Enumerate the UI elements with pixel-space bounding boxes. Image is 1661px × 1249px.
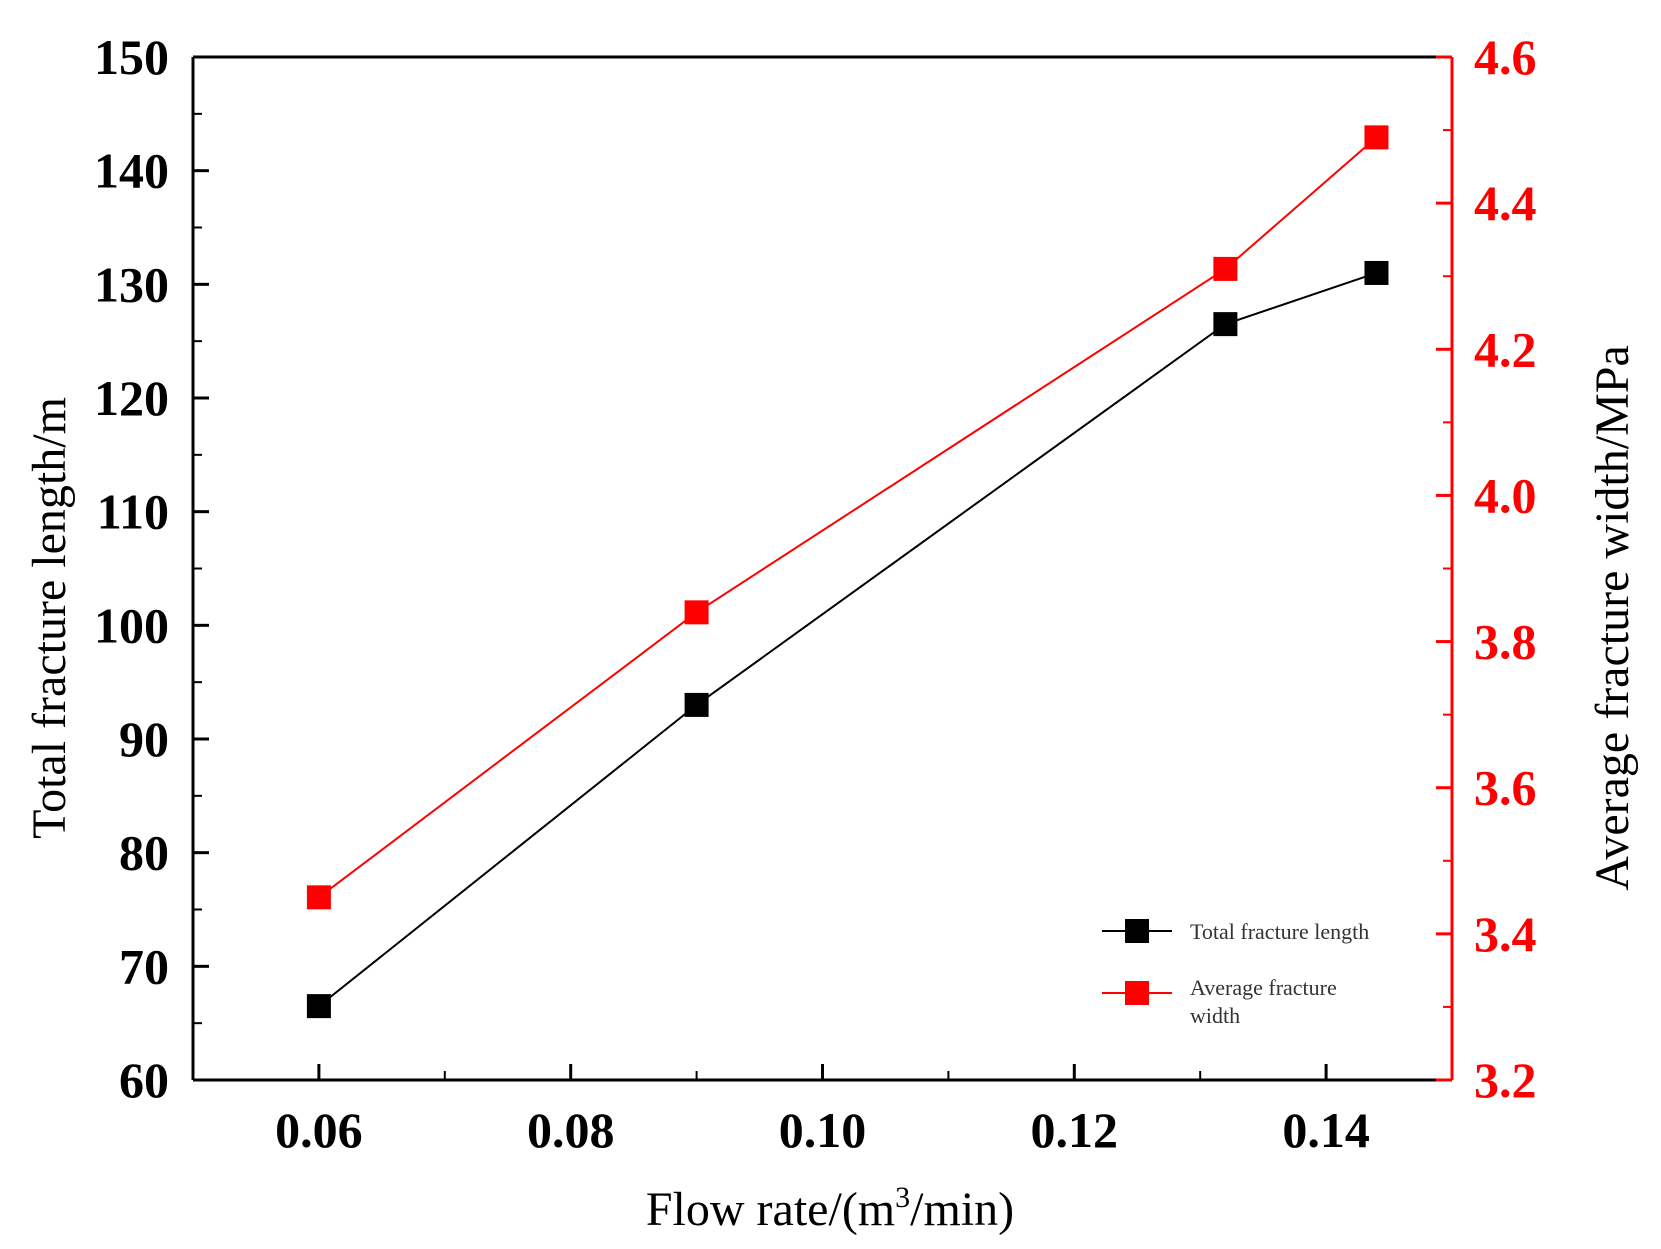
- x-tick-label: 0.06: [275, 1102, 363, 1158]
- y-left-tick-label: 110: [97, 484, 169, 540]
- y-left-tick-label: 90: [119, 711, 169, 767]
- ticks-group: 0.06 0.08 0.10 0.12 0.14 60 70 80 90 100 110 120 130…: [94, 29, 1537, 1158]
- x-axis-title-prefix: Flow rate/(m: [646, 1183, 895, 1236]
- legend-total-fracture-length-marker: [1125, 919, 1149, 943]
- y-axis-left-title: Total fracture length/m: [23, 397, 76, 839]
- average-fracture-width-marker: [1213, 256, 1238, 281]
- legend-average-fracture-width-marker: [1125, 981, 1149, 1005]
- legend-average-fracture-width-label: Average fracture width: [1190, 975, 1337, 1028]
- total-fracture-length-line: [318, 272, 1377, 1007]
- y-left-tick-label: 70: [119, 938, 169, 994]
- y-right-tick-label: 4.0: [1474, 467, 1537, 523]
- y-right-tick-label: 3.4: [1474, 906, 1537, 962]
- x-axis-title-suffix: /min): [910, 1183, 1014, 1236]
- x-tick-label: 0.10: [779, 1102, 867, 1158]
- legend: Total fracture length Average fracture wid…: [1102, 919, 1369, 1028]
- y-right-tick-label: 4.4: [1474, 175, 1537, 231]
- y-right-tick-label: 3.2: [1474, 1052, 1537, 1108]
- x-axis-title: Flow rate/(m3/min): [646, 1181, 1014, 1236]
- y-right-tick-label: 3.6: [1474, 760, 1537, 816]
- total-fracture-length-marker: [1213, 312, 1238, 337]
- y-left-tick-label: 60: [119, 1052, 169, 1108]
- legend-label-line: Average fracture: [1190, 975, 1337, 1000]
- legend-label-line: width: [1190, 1003, 1240, 1028]
- x-axis-title-superscript: 3: [895, 1181, 910, 1214]
- total-fracture-length-marker: [684, 692, 709, 717]
- average-fracture-width-marker: [306, 885, 331, 910]
- series-group: [306, 125, 1389, 1019]
- average-fracture-width-line: [318, 136, 1378, 899]
- y-left-tick-label: 150: [94, 29, 169, 85]
- y-left-tick-label: 140: [94, 143, 169, 199]
- y-left-tick-label: 130: [94, 256, 169, 312]
- average-fracture-width-marker: [1364, 125, 1389, 150]
- legend-total-fracture-length-label: Total fracture length: [1190, 919, 1369, 944]
- y-left-tick-label: 120: [94, 370, 169, 426]
- y-axis-right-title: Average fracture width/MPa: [1586, 345, 1639, 891]
- x-tick-label: 0.14: [1282, 1102, 1370, 1158]
- y-left-tick-label: 100: [94, 597, 169, 653]
- y-right-tick-label: 4.2: [1474, 321, 1537, 377]
- legend-label-line: Total fracture length: [1190, 919, 1369, 944]
- y-right-tick-label: 4.6: [1474, 29, 1537, 85]
- total-fracture-length-marker: [306, 994, 331, 1019]
- y-left-tick-label: 80: [119, 825, 169, 881]
- total-fracture-length-marker: [1364, 260, 1389, 285]
- average-fracture-width-marker: [684, 600, 709, 625]
- x-tick-label: 0.12: [1031, 1102, 1119, 1158]
- y-right-tick-label: 3.8: [1474, 614, 1537, 670]
- x-tick-label: 0.08: [527, 1102, 615, 1158]
